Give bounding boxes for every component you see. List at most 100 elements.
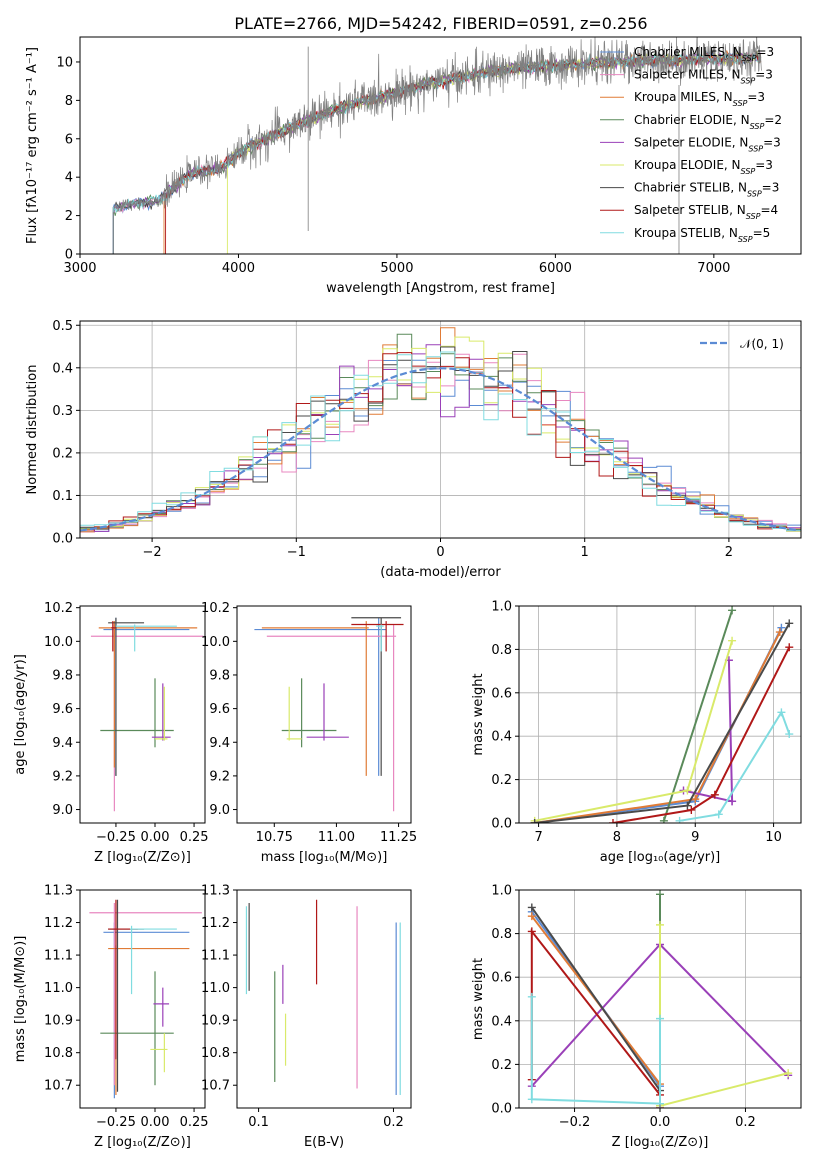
age_vs_mass-plot-area	[254, 617, 404, 812]
legend-entry: Salpeter STELIB, NSSP=4	[634, 203, 778, 221]
y-axis-label: Flux [fλ10⁻¹⁷ erg cm⁻² s⁻¹ A⁻¹]	[25, 47, 40, 244]
legend-count: =3	[755, 158, 773, 172]
x-tick-label: 0.25	[180, 1115, 209, 1130]
x-axis-label: (data-model)/error	[380, 565, 501, 580]
x-tick-label: 9	[691, 830, 699, 845]
axes-frame	[79, 605, 206, 824]
normal-curve	[80, 367, 799, 532]
x-tick-label: 5000	[380, 261, 413, 276]
x-tick-label: 10	[765, 830, 782, 845]
x-tick-label: −0.25	[96, 1115, 136, 1130]
x-tick-label: 6000	[539, 261, 572, 276]
weight-marker	[675, 816, 684, 823]
y-tick-label: 1.0	[491, 600, 512, 615]
weight-marker	[530, 819, 539, 823]
weight-marker	[527, 927, 536, 936]
legend-count: =5	[753, 226, 771, 240]
weight_vs_age-panel: 7 8 9 10 0.0 0.2 0.4 0.6 0.8 1.0 age [log₁₀(age/yr…	[471, 600, 802, 865]
x-axis-label: Z [log₁₀(Z/Z⊙)]	[94, 1135, 191, 1150]
y-tick-label: 0.6	[491, 971, 512, 986]
y-tick-label: 9.0	[52, 803, 73, 818]
y-tick-label: 10.7	[44, 1079, 73, 1094]
y-tick-label: 0	[65, 248, 73, 263]
axes-frame	[236, 605, 412, 824]
age_vs_Z-panel: −0.25 0.00 0.25 9.0 9.2 9.4 9.6 9.8 10.0 10.2 Z [l…	[13, 601, 209, 865]
y-tick-label: 0.3	[52, 404, 73, 419]
axes-frame	[236, 889, 412, 1109]
weight-marker	[656, 920, 664, 929]
x-tick-label: 2	[725, 545, 733, 560]
histogram-series	[80, 351, 801, 532]
y-tick-label: 11.0	[44, 981, 73, 996]
y-tick-label: 10	[56, 55, 73, 70]
spectrum-plot-area	[112, 37, 762, 254]
x-axis-label: wavelength [Angstrom, rest frame]	[326, 281, 555, 296]
x-tick-label: −0.25	[96, 830, 136, 845]
legend-subscript: SSP	[747, 189, 762, 198]
weight-line	[530, 996, 661, 1105]
weight-marker	[527, 903, 536, 912]
y-tick-label: 8	[65, 94, 73, 109]
legend-count: =3	[755, 68, 773, 82]
legend-count: =3	[763, 135, 781, 149]
weight-marker	[784, 1069, 793, 1078]
mass_vs_ebv-panel: 0.1 0.2 10.7 10.8 10.9 11.0 11.1 11.2 11.3 E(B-V)	[201, 884, 412, 1150]
y-tick-label: 0.0	[491, 817, 512, 832]
y-tick-label: 9.8	[52, 668, 73, 683]
y-tick-label: 11.2	[201, 916, 230, 931]
legend-subscript: SSP	[748, 144, 763, 153]
y-tick-label: 10.9	[44, 1014, 73, 1029]
x-axis-label: mass [log₁₀(M/M⊙)]	[261, 850, 388, 865]
weight-marker	[659, 816, 668, 823]
axes-frame	[79, 889, 206, 1109]
weight-marker	[527, 1095, 536, 1104]
legend-subscript: SSP	[738, 234, 753, 243]
legend-subscript: SSP	[733, 99, 748, 108]
y-tick-label: 11.3	[44, 884, 73, 899]
weight-marker	[691, 795, 700, 804]
x-tick-label: 0.1	[248, 1115, 269, 1130]
y-tick-label: 4	[65, 171, 73, 186]
weight-line	[530, 906, 661, 1092]
legend-entry: Chabrier ELODIE, NSSP=2	[634, 113, 782, 131]
x-tick-label: −1	[287, 545, 306, 560]
weight-marker	[775, 628, 784, 637]
weight-line	[530, 928, 661, 1108]
y-tick-label: 9.6	[209, 702, 230, 717]
weight-marker	[714, 810, 723, 819]
y-tick-label: 11.2	[44, 916, 73, 931]
y-axis-label: mass weight	[471, 673, 486, 755]
y-tick-label: 10.8	[44, 1046, 73, 1061]
y-tick-label: 0.6	[491, 686, 512, 701]
axes-frame	[518, 605, 802, 824]
weight-marker	[777, 623, 786, 632]
residual_hist-plot-area	[80, 327, 801, 534]
axes-frame	[79, 320, 802, 539]
age_vs_Z-plot-area	[90, 617, 204, 812]
legend-entry: Kroupa MILES, NSSP=3	[634, 90, 765, 108]
weight-marker	[656, 1099, 664, 1108]
x-tick-label: 0.25	[180, 830, 209, 845]
y-tick-label: 10.2	[201, 601, 230, 616]
x-axis-label: Z [log₁₀(Z/Z⊙)]	[94, 850, 191, 865]
legend-count: =3	[756, 45, 774, 59]
y-tick-label: 9.2	[52, 769, 73, 784]
weight-marker	[777, 708, 786, 717]
legend-entry: Chabrier MILES, NSSP=3	[634, 45, 774, 63]
x-tick-label: 11.25	[380, 830, 417, 845]
x-tick-label: 0.00	[141, 830, 170, 845]
weight_vs_age-plot-area	[530, 606, 794, 823]
x-tick-label: 7	[534, 830, 542, 845]
weight-marker	[728, 797, 737, 806]
spectrum-panel: 3000 4000 5000 6000 7000 0 2 4 6 8 10 wavelength [A…	[25, 36, 802, 296]
legend-entry: Chabrier STELIB, NSSP=3	[634, 181, 779, 199]
legend-subscript: SSP	[741, 76, 756, 85]
mass_vs_ebv-plot-area	[245, 899, 401, 1095]
y-tick-label: 9.4	[52, 736, 73, 751]
y-tick-label: 10.7	[201, 1079, 230, 1094]
age_vs_mass-panel: 10.75 11.00 11.25 9.0 9.2 9.4 9.6 9.8 10.0 10.2 ma…	[201, 601, 417, 865]
weight-line	[659, 924, 789, 1108]
y-axis-label: Normed distribution	[25, 365, 40, 495]
weight-marker	[527, 912, 536, 921]
